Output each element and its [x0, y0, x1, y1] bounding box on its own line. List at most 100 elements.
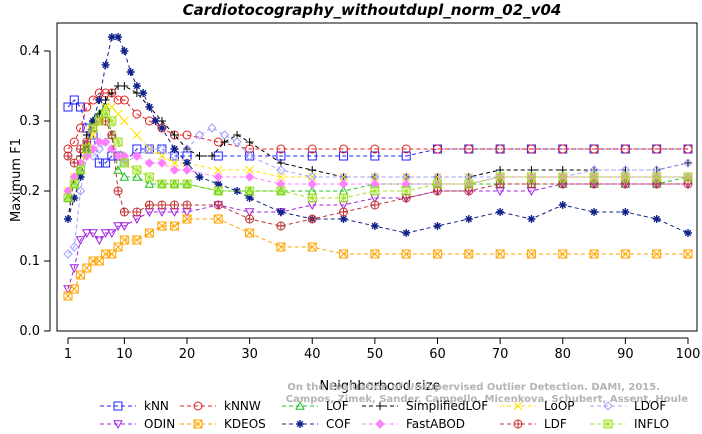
data-point	[69, 242, 79, 252]
data-point	[144, 172, 154, 182]
legend: kNN kNNW LOF SimplifiedLOF LoOP LDOF ODIN KDEOS…	[100, 399, 669, 431]
data-point	[182, 159, 191, 167]
series-line	[67, 36, 689, 234]
data-point	[132, 235, 142, 245]
data-point	[194, 130, 205, 140]
data-point	[683, 249, 693, 259]
data-point	[157, 151, 167, 161]
data-point	[245, 194, 254, 202]
data-point	[144, 144, 155, 154]
data-point	[245, 165, 254, 175]
legend-item: LOF	[282, 399, 349, 413]
x-tick-label: 10	[116, 347, 133, 362]
data-point	[107, 144, 117, 154]
data-point	[233, 187, 242, 195]
x-tick-label: 70	[492, 347, 509, 362]
data-point	[169, 200, 179, 210]
data-point	[70, 194, 79, 202]
data-point	[276, 172, 286, 182]
data-point	[244, 172, 255, 182]
series-cof	[64, 33, 692, 237]
watermark-citation: On the Evaluation of Unsupervised Outlie…	[287, 382, 660, 393]
data-point	[621, 208, 630, 216]
data-point	[182, 200, 192, 210]
data-point	[69, 95, 79, 105]
legend-marker	[296, 420, 304, 428]
data-point	[684, 159, 692, 167]
x-axis-label: Neighborhood size	[320, 379, 441, 394]
data-point	[620, 249, 630, 259]
plot-border	[56, 22, 698, 332]
legend-label: KDEOS	[224, 417, 266, 431]
data-point	[76, 123, 86, 133]
data-point	[76, 270, 86, 280]
legend-item: FastABOD	[362, 417, 465, 431]
data-point	[244, 208, 255, 218]
data-point	[307, 193, 317, 203]
x-tick-label: 100	[676, 347, 701, 362]
legend-marker	[513, 419, 523, 429]
legend-marker	[603, 401, 613, 411]
data-point	[495, 249, 505, 259]
data-point	[88, 123, 98, 133]
data-point	[169, 165, 180, 175]
data-point	[120, 47, 129, 55]
data-point	[76, 102, 86, 112]
data-point	[101, 158, 111, 168]
data-point	[245, 138, 254, 146]
data-point	[652, 172, 662, 182]
data-point	[213, 186, 223, 196]
data-point	[170, 131, 179, 139]
data-point	[370, 186, 380, 196]
y-axis: 0.0 0.1 0.2 0.3 0.4	[19, 44, 51, 339]
data-point	[157, 158, 167, 168]
data-point	[132, 109, 142, 119]
legend-label: FastABOD	[406, 417, 465, 431]
data-point	[75, 236, 86, 246]
series-knnw	[63, 88, 693, 154]
legend-item: INFLO	[590, 417, 669, 431]
data-point	[526, 144, 536, 154]
data-point	[464, 249, 474, 259]
legend-item: SimplifiedLOF	[362, 399, 488, 413]
data-point	[307, 151, 317, 161]
legend-marker	[376, 402, 384, 410]
data-point	[683, 144, 693, 154]
data-point	[213, 165, 223, 175]
data-point	[558, 172, 568, 182]
y-axis-label: Maximum F1	[9, 138, 24, 222]
data-point	[119, 207, 129, 217]
series-kdeos	[63, 214, 693, 301]
data-point	[119, 171, 130, 181]
data-point	[276, 165, 286, 175]
data-point	[107, 89, 116, 97]
legend-label: ODIN	[144, 417, 175, 431]
data-point	[401, 186, 411, 196]
data-point	[432, 179, 442, 189]
x-axis: 1 10 20 30 40 50 60 70 80 90 100	[64, 337, 701, 362]
y-tick-label: 0.1	[19, 254, 40, 269]
data-point	[402, 229, 411, 237]
data-point	[432, 144, 442, 154]
legend-label: LoOP	[544, 399, 575, 413]
data-point	[88, 229, 98, 239]
data-point	[307, 179, 317, 189]
data-point	[132, 171, 142, 181]
data-point	[63, 193, 73, 203]
data-point	[63, 102, 73, 112]
x-tick-label: 50	[367, 347, 384, 362]
data-point	[169, 151, 180, 161]
legend-label: kNNW	[224, 399, 261, 413]
data-point	[495, 172, 505, 182]
legend-marker	[603, 419, 613, 429]
data-point	[100, 229, 111, 239]
data-point	[100, 137, 111, 147]
data-point	[145, 103, 154, 111]
data-point	[590, 208, 599, 216]
data-point	[232, 137, 242, 147]
data-point	[683, 158, 693, 168]
data-point	[589, 144, 599, 154]
data-point	[126, 68, 135, 76]
legend-marker	[513, 401, 523, 411]
data-point	[120, 116, 129, 126]
